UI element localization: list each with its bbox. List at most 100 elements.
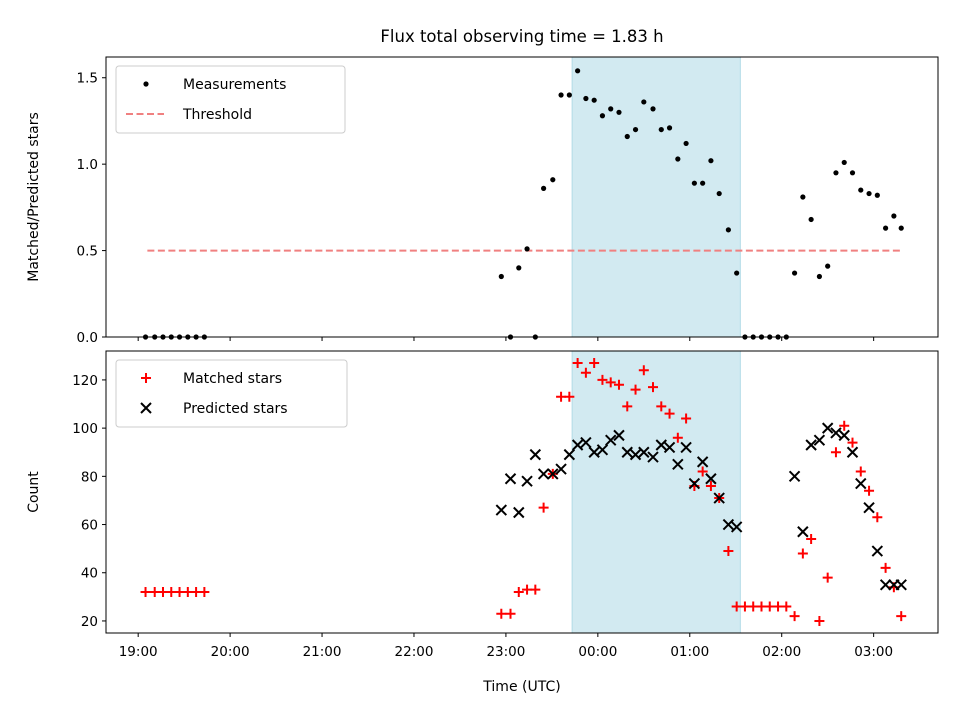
y-tick-label: 120 xyxy=(72,373,98,389)
data-point xyxy=(537,468,550,480)
data-point xyxy=(822,572,833,583)
data-point xyxy=(882,225,889,231)
data-point xyxy=(806,534,817,544)
data-point xyxy=(683,140,689,147)
data-point xyxy=(613,429,625,442)
data-point xyxy=(575,68,581,74)
data-point xyxy=(855,477,867,490)
legend-label: Matched stars xyxy=(183,371,282,387)
data-point xyxy=(638,365,649,376)
data-point xyxy=(624,133,630,140)
data-point xyxy=(800,194,806,200)
data-point xyxy=(650,106,656,112)
data-point xyxy=(855,466,866,477)
data-point xyxy=(529,448,542,461)
data-point xyxy=(816,273,823,280)
data-point xyxy=(895,579,907,591)
data-point xyxy=(672,432,683,443)
data-point xyxy=(571,439,584,451)
legend-label: Threshold xyxy=(182,107,252,123)
y-tick-label: 40 xyxy=(81,566,98,582)
legend-box xyxy=(115,359,348,428)
y-tick-label: 100 xyxy=(72,421,98,437)
data-point xyxy=(641,99,647,105)
data-point xyxy=(516,265,522,271)
chart-title: Flux total observing time = 1.83 h xyxy=(380,27,663,46)
data-point xyxy=(504,473,517,485)
data-point xyxy=(696,456,709,468)
data-point xyxy=(691,180,697,186)
y-tick-label: 1.0 xyxy=(77,157,98,173)
data-point xyxy=(605,377,616,388)
data-point xyxy=(849,170,856,176)
data-point xyxy=(688,477,701,490)
data-point xyxy=(858,187,864,193)
data-point xyxy=(705,480,716,491)
y-tick-label: 60 xyxy=(81,518,98,534)
data-point xyxy=(550,177,556,183)
data-point xyxy=(788,470,801,483)
data-point xyxy=(791,270,798,276)
data-point xyxy=(558,92,564,98)
data-point xyxy=(847,437,858,448)
data-point xyxy=(513,506,525,519)
x-axis-label: Time (UTC) xyxy=(482,679,560,695)
data-point xyxy=(871,545,884,557)
data-point xyxy=(880,562,891,573)
data-point xyxy=(830,447,841,458)
legend: Measurements Threshold xyxy=(115,65,346,134)
data-point xyxy=(797,526,809,538)
data-point xyxy=(808,216,814,223)
data-point xyxy=(830,427,842,439)
data-point xyxy=(630,384,641,395)
data-point xyxy=(680,441,692,454)
data-point xyxy=(608,106,614,112)
y-tick-label: 1.5 xyxy=(77,71,98,87)
legend-label: Measurements xyxy=(183,77,286,93)
data-point xyxy=(583,95,589,102)
x-tick-label: 20:00 xyxy=(211,644,250,660)
data-point xyxy=(841,159,847,166)
data-point xyxy=(716,190,722,197)
data-point xyxy=(572,358,583,369)
data-point xyxy=(872,512,883,523)
data-point xyxy=(648,382,659,393)
series-matched-stars xyxy=(140,358,907,626)
data-point xyxy=(588,446,600,458)
series-predicted-stars xyxy=(495,422,907,591)
data-point xyxy=(708,158,714,164)
data-point xyxy=(898,225,904,231)
data-point xyxy=(789,611,800,622)
x-tick-label: 00:00 xyxy=(578,644,617,660)
legend-label: Predicted stars xyxy=(183,401,288,417)
data-point xyxy=(496,608,507,619)
data-point xyxy=(723,546,734,557)
y-axis-label: Matched/Predicted stars xyxy=(26,112,42,282)
data-point xyxy=(563,448,576,461)
data-point xyxy=(505,608,516,619)
data-point xyxy=(866,190,872,197)
legend-marker xyxy=(141,373,151,383)
data-point xyxy=(596,444,609,456)
data-point xyxy=(656,401,667,412)
data-point xyxy=(663,441,676,454)
data-point xyxy=(813,434,826,446)
data-point xyxy=(616,109,622,115)
x-tick-label: 22:00 xyxy=(395,644,434,660)
data-point xyxy=(524,246,530,252)
data-point xyxy=(613,379,624,390)
legend-marker xyxy=(140,402,152,414)
data-point xyxy=(632,126,639,133)
data-point xyxy=(664,408,675,419)
data-point xyxy=(530,584,541,595)
x-tick-label: 02:00 xyxy=(762,644,801,660)
data-point xyxy=(864,485,875,496)
data-point xyxy=(547,468,559,480)
y-tick-label: 0.0 xyxy=(77,330,98,346)
data-point xyxy=(805,439,817,451)
data-point xyxy=(781,601,792,612)
data-point xyxy=(655,439,667,451)
data-point xyxy=(622,401,633,412)
data-point xyxy=(638,446,650,458)
